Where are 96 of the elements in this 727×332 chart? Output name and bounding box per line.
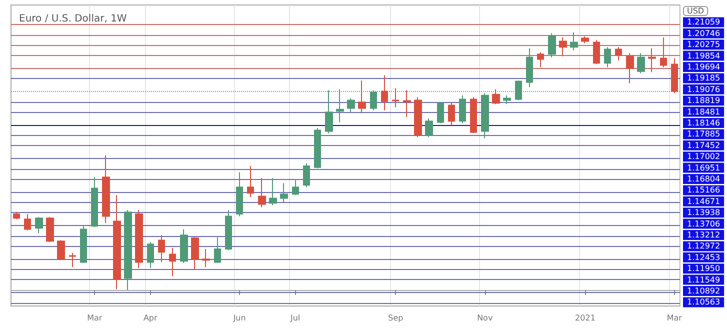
text: 1.13938 xyxy=(687,208,720,218)
candlestick xyxy=(314,128,321,169)
candlestick xyxy=(280,182,288,203)
text: 1.10563 xyxy=(687,298,720,307)
x-tick-label: Jun xyxy=(232,314,246,322)
text: 1.15166 xyxy=(687,186,720,195)
candlestick xyxy=(147,242,154,269)
candlestick xyxy=(559,36,567,57)
candlestick xyxy=(403,90,411,118)
candlestick xyxy=(247,166,254,198)
text: 1.20275 xyxy=(687,40,720,50)
text: 1.18819 xyxy=(687,96,720,106)
candlestick xyxy=(135,210,143,269)
candlestick xyxy=(325,90,333,134)
candlestick xyxy=(269,178,277,206)
x-tick-label: 2021 xyxy=(575,314,596,322)
candlestick xyxy=(46,216,54,243)
candlestick xyxy=(358,80,366,114)
candlestick xyxy=(80,226,87,264)
candlestick xyxy=(57,240,65,261)
candlestick xyxy=(671,58,678,94)
candlestick xyxy=(124,210,132,291)
candlestick xyxy=(169,248,176,277)
candlestick xyxy=(503,94,511,105)
x-tick-label: Sep xyxy=(388,314,404,322)
candlestick xyxy=(581,36,589,44)
candlestick xyxy=(370,90,377,111)
text: 1.17885 xyxy=(687,130,720,139)
text: 1.19694 xyxy=(687,62,720,72)
candlestick xyxy=(470,96,477,134)
candlestick xyxy=(414,96,422,138)
candlestick xyxy=(637,52,645,74)
candlestick xyxy=(626,52,634,84)
candlestick xyxy=(448,102,455,126)
text: 1.18146 xyxy=(687,118,720,128)
text: 1.19076 xyxy=(687,84,720,94)
candlestick xyxy=(35,216,43,234)
candlestick xyxy=(214,236,221,264)
text: 1.17002 xyxy=(687,152,720,162)
candlestick xyxy=(648,48,656,73)
x-tick-label: Mar xyxy=(87,314,103,322)
text: 1.12972 xyxy=(687,242,720,251)
candlestick xyxy=(593,40,600,65)
candlestick xyxy=(570,32,578,51)
candlestick xyxy=(336,88,344,123)
candlestick xyxy=(392,88,399,108)
candlestick xyxy=(180,228,188,264)
candlestick xyxy=(347,98,355,113)
x-tick-label: Nov xyxy=(477,314,493,322)
text: 1.12453 xyxy=(687,252,720,262)
candlestick xyxy=(615,46,622,61)
candlestick xyxy=(13,212,20,220)
text: 1.21059 xyxy=(687,18,720,27)
candlestick xyxy=(303,162,310,188)
x-tick-label: Jul xyxy=(289,314,300,322)
text: 1.17452 xyxy=(687,140,720,150)
candlestick xyxy=(425,118,433,138)
candlestick xyxy=(548,32,556,58)
text: 1.14671 xyxy=(687,196,720,206)
candlestick xyxy=(24,213,31,231)
text: 1.13706 xyxy=(687,219,720,228)
candlestick xyxy=(437,102,444,124)
candlestick xyxy=(102,154,110,224)
candlestick xyxy=(381,74,388,111)
candlestick xyxy=(191,236,199,270)
text: 1.16804 xyxy=(687,174,720,184)
candlestick xyxy=(113,194,121,290)
text: USD xyxy=(687,6,704,16)
text: 1.13212 xyxy=(687,230,720,240)
text: 1.16951 xyxy=(687,163,720,172)
candlestick xyxy=(69,252,76,268)
candlestick xyxy=(604,46,611,68)
candlestick xyxy=(492,88,500,105)
text: 1.19185 xyxy=(687,74,720,83)
text: 1.10892 xyxy=(687,286,720,296)
candlestick xyxy=(459,94,466,124)
x-tick-label: Apr xyxy=(143,314,158,322)
candlestick xyxy=(258,178,266,208)
chart-title: Euro / U.S. Dollar, 1W xyxy=(19,14,127,24)
text: 1.18481 xyxy=(687,107,720,116)
candlestick xyxy=(292,180,299,196)
candlestick xyxy=(202,248,210,268)
candlestick xyxy=(236,172,243,217)
candlestick xyxy=(660,36,667,68)
candlestick xyxy=(91,176,98,228)
candlestick xyxy=(481,92,489,139)
candlestick xyxy=(158,234,165,263)
text: 1.11950 xyxy=(687,264,720,274)
text: 1.19854 xyxy=(687,51,720,60)
candlestick xyxy=(537,52,544,68)
x-tick-label: Mar xyxy=(666,314,683,322)
candlestick xyxy=(225,210,232,251)
text: 1.11549 xyxy=(687,275,720,284)
candlestick xyxy=(526,48,533,88)
candlestick xyxy=(515,80,522,101)
text: 1.20746 xyxy=(687,28,720,38)
